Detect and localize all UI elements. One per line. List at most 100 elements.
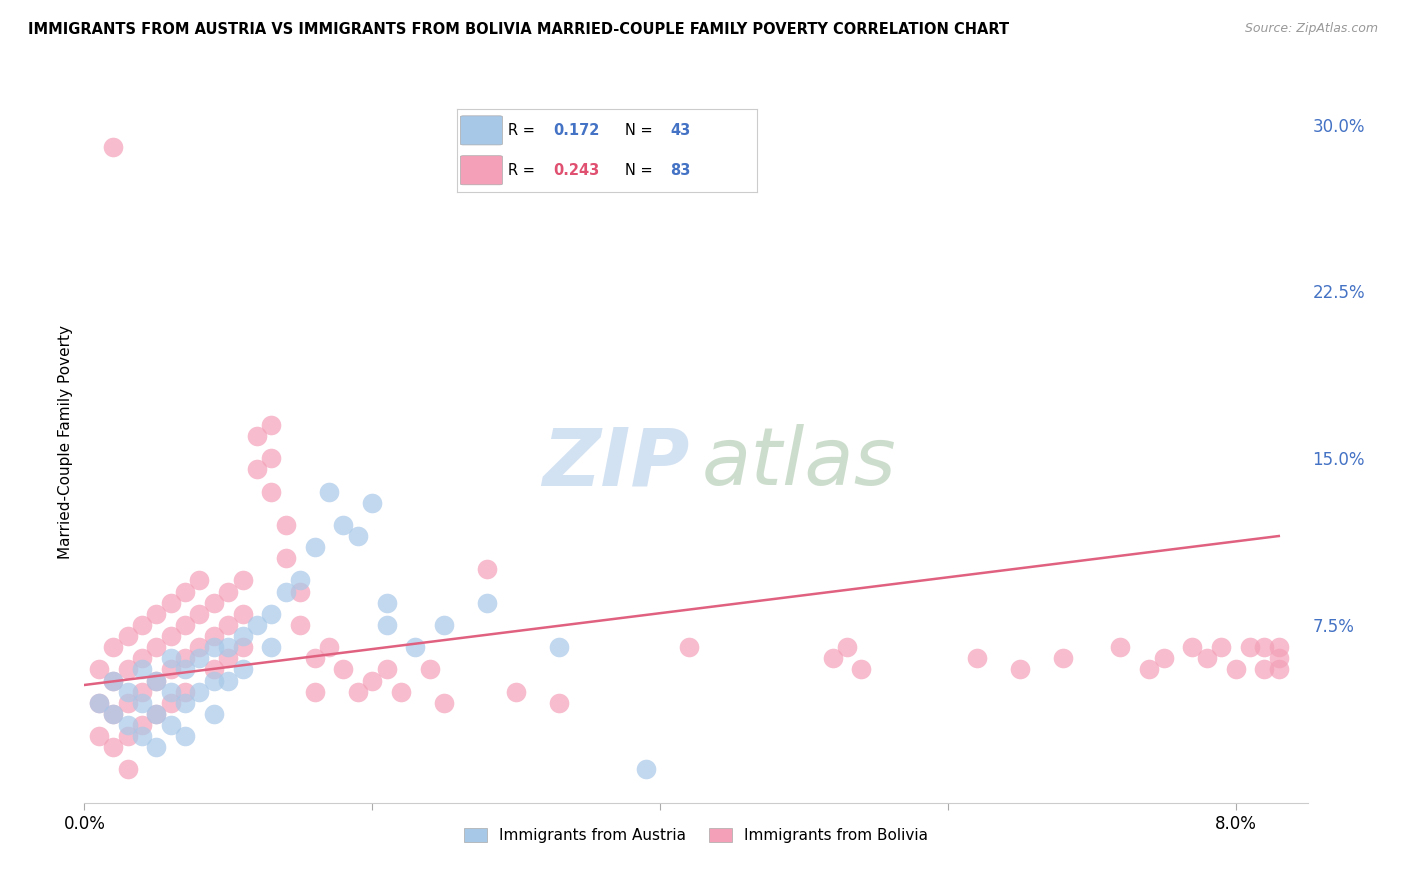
Point bbox=[217, 618, 239, 632]
Point bbox=[174, 729, 197, 743]
Point bbox=[87, 696, 110, 710]
Point bbox=[346, 529, 368, 543]
Point bbox=[304, 651, 326, 665]
Point bbox=[101, 640, 124, 655]
Point bbox=[477, 562, 499, 576]
Point bbox=[159, 651, 181, 665]
Point bbox=[634, 763, 657, 777]
Point bbox=[202, 640, 225, 655]
Point bbox=[131, 718, 153, 732]
Point bbox=[304, 684, 326, 698]
Point bbox=[821, 651, 844, 665]
Point bbox=[117, 763, 139, 777]
Point bbox=[1239, 640, 1261, 655]
Point bbox=[101, 706, 124, 721]
Point bbox=[548, 640, 571, 655]
Point bbox=[1211, 640, 1233, 655]
Point bbox=[1052, 651, 1074, 665]
Point bbox=[361, 673, 384, 688]
Point bbox=[202, 706, 225, 721]
Point bbox=[101, 740, 124, 755]
Point bbox=[375, 662, 398, 676]
Point bbox=[290, 584, 312, 599]
Point bbox=[174, 584, 197, 599]
Point bbox=[159, 696, 181, 710]
Point bbox=[346, 684, 368, 698]
Point bbox=[188, 574, 211, 588]
Point bbox=[145, 640, 167, 655]
Point bbox=[174, 684, 197, 698]
Point bbox=[159, 629, 181, 643]
Point bbox=[232, 574, 254, 588]
Legend: Immigrants from Austria, Immigrants from Bolivia: Immigrants from Austria, Immigrants from… bbox=[458, 822, 934, 849]
Point bbox=[1109, 640, 1132, 655]
Point bbox=[260, 451, 283, 466]
Point bbox=[159, 662, 181, 676]
Point bbox=[101, 673, 124, 688]
Point bbox=[131, 662, 153, 676]
Point bbox=[232, 662, 254, 676]
Point bbox=[1225, 662, 1247, 676]
Point bbox=[174, 662, 197, 676]
Point bbox=[260, 484, 283, 499]
Point bbox=[232, 607, 254, 621]
Point bbox=[361, 496, 384, 510]
Point bbox=[274, 551, 297, 566]
Point bbox=[966, 651, 988, 665]
Text: IMMIGRANTS FROM AUSTRIA VS IMMIGRANTS FROM BOLIVIA MARRIED-COUPLE FAMILY POVERTY: IMMIGRANTS FROM AUSTRIA VS IMMIGRANTS FR… bbox=[28, 22, 1010, 37]
Point bbox=[260, 417, 283, 432]
Point bbox=[246, 429, 269, 443]
Point bbox=[217, 651, 239, 665]
Point bbox=[188, 684, 211, 698]
Point bbox=[232, 640, 254, 655]
Point bbox=[145, 740, 167, 755]
Point bbox=[87, 729, 110, 743]
Point bbox=[159, 596, 181, 610]
Point bbox=[101, 706, 124, 721]
Y-axis label: Married-Couple Family Poverty: Married-Couple Family Poverty bbox=[58, 325, 73, 558]
Point bbox=[1253, 640, 1275, 655]
Point bbox=[678, 640, 700, 655]
Text: atlas: atlas bbox=[702, 425, 897, 502]
Point bbox=[202, 673, 225, 688]
Point bbox=[290, 574, 312, 588]
Point bbox=[318, 640, 340, 655]
Point bbox=[131, 696, 153, 710]
Point bbox=[332, 662, 354, 676]
Point bbox=[145, 673, 167, 688]
Point bbox=[117, 629, 139, 643]
Point bbox=[217, 673, 239, 688]
Point bbox=[159, 718, 181, 732]
Point bbox=[246, 618, 269, 632]
Point bbox=[202, 596, 225, 610]
Point bbox=[202, 662, 225, 676]
Point bbox=[217, 584, 239, 599]
Text: Source: ZipAtlas.com: Source: ZipAtlas.com bbox=[1244, 22, 1378, 36]
Point bbox=[851, 662, 873, 676]
Point bbox=[131, 729, 153, 743]
Point bbox=[419, 662, 441, 676]
Point bbox=[274, 584, 297, 599]
Point bbox=[188, 651, 211, 665]
Point bbox=[260, 607, 283, 621]
Point bbox=[548, 696, 571, 710]
Point bbox=[1268, 651, 1291, 665]
Point bbox=[188, 640, 211, 655]
Point bbox=[260, 640, 283, 655]
Point bbox=[1195, 651, 1218, 665]
Point bbox=[131, 618, 153, 632]
Point bbox=[246, 462, 269, 476]
Point bbox=[101, 140, 124, 154]
Text: ZIP: ZIP bbox=[543, 425, 690, 502]
Point bbox=[131, 684, 153, 698]
Point bbox=[1137, 662, 1160, 676]
Point bbox=[389, 684, 412, 698]
Point bbox=[835, 640, 858, 655]
Point bbox=[318, 484, 340, 499]
Point bbox=[1268, 662, 1291, 676]
Point bbox=[274, 517, 297, 532]
Point bbox=[433, 618, 456, 632]
Point bbox=[1181, 640, 1204, 655]
Point bbox=[375, 596, 398, 610]
Point bbox=[477, 596, 499, 610]
